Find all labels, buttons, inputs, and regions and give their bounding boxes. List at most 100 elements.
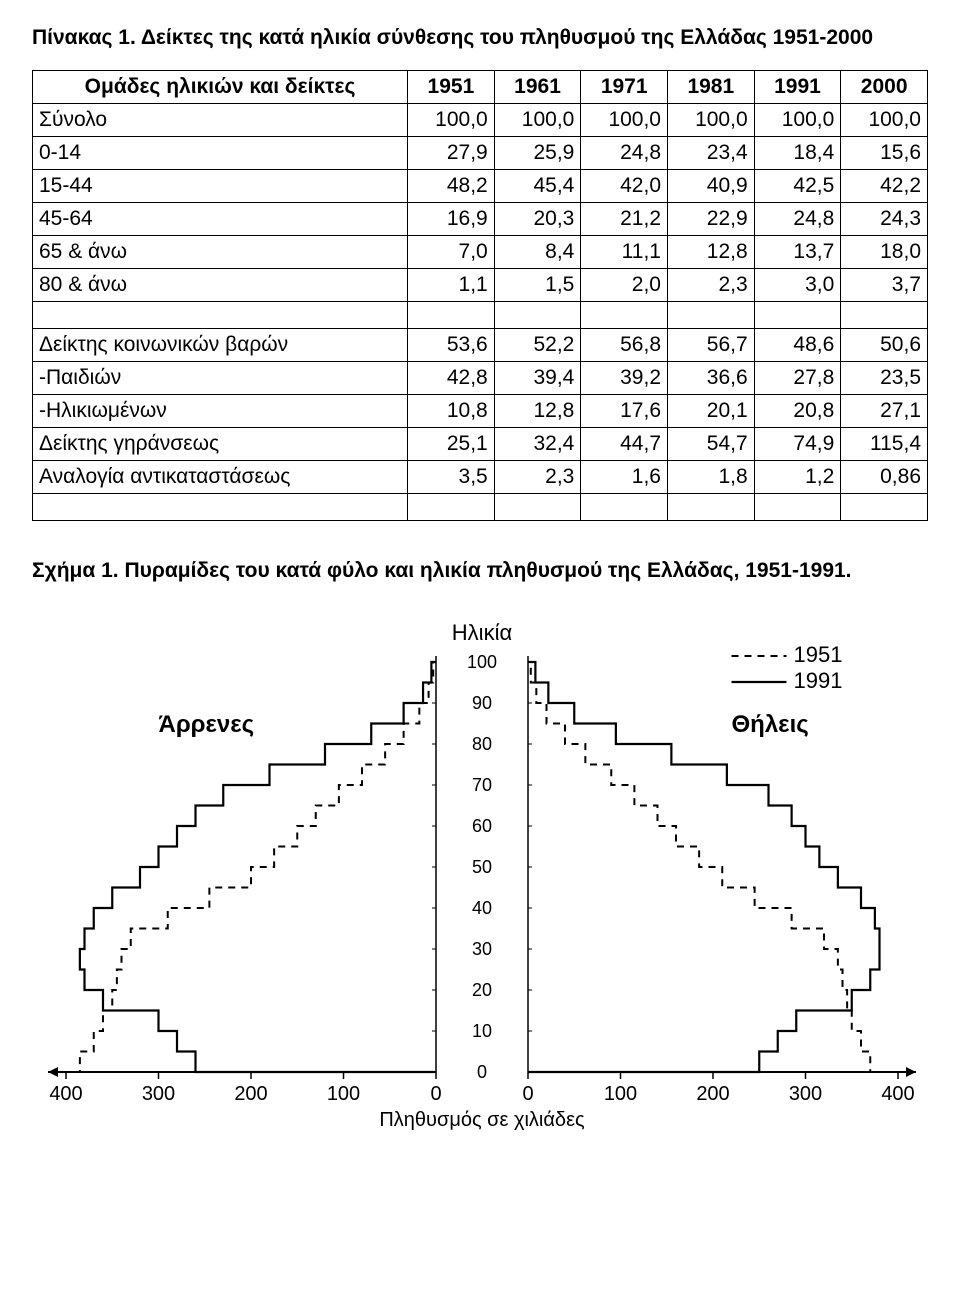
cell-value: 23,5 [841,362,928,395]
cell-value: 17,6 [581,395,668,428]
cell-value: 1,8 [668,461,755,494]
table-row: 15-4448,245,442,040,942,542,2 [33,170,928,203]
table-row: 80 & άνω1,11,52,02,33,03,7 [33,269,928,302]
cell-value: 18,0 [841,236,928,269]
col-year: 1951 [408,71,495,104]
svg-text:70: 70 [472,775,492,795]
header-label: Ομάδες ηλικιών και δείκτες [33,71,408,104]
svg-text:Πληθυσμός σε χιλιάδες: Πληθυσμός σε χιλιάδες [379,1109,585,1131]
svg-text:400: 400 [881,1083,914,1105]
cell-value: 42,2 [841,170,928,203]
cell-value: 42,5 [754,170,841,203]
cell-value: 0,86 [841,461,928,494]
cell-value: 2,3 [668,269,755,302]
cell-value: 53,6 [408,329,495,362]
svg-text:200: 200 [696,1083,729,1105]
cell-value: 3,0 [754,269,841,302]
chart-caption: Σχήμα 1. Πυραμίδες του κατά φύλο και ηλι… [32,557,928,585]
svg-text:100: 100 [604,1083,637,1105]
row-label: 80 & άνω [33,269,408,302]
data-table: Ομάδες ηλικιών και δείκτες 1951 1961 197… [32,70,928,521]
col-year: 1961 [494,71,581,104]
cell-value: 8,4 [494,236,581,269]
cell-value: 2,0 [581,269,668,302]
table-row: -Παιδιών42,839,439,236,627,823,5 [33,362,928,395]
cell-value: 100,0 [494,104,581,137]
cell-value: 25,9 [494,137,581,170]
row-label: Δείκτης κοινωνικών βαρών [33,329,408,362]
col-year: 1981 [668,71,755,104]
table-row: 45-6416,920,321,222,924,824,3 [33,203,928,236]
cell-value: 100,0 [668,104,755,137]
col-year: 1991 [754,71,841,104]
svg-text:80: 80 [472,734,492,754]
svg-text:1991: 1991 [794,668,843,693]
svg-text:10: 10 [472,1021,492,1041]
cell-value: 44,7 [581,428,668,461]
svg-text:20: 20 [472,980,492,1000]
col-year: 1971 [581,71,668,104]
cell-value: 27,9 [408,137,495,170]
cell-value: 20,3 [494,203,581,236]
row-label: -Ηλικιωμένων [33,395,408,428]
cell-value: 3,5 [408,461,495,494]
svg-text:30: 30 [472,939,492,959]
svg-text:300: 300 [142,1083,175,1105]
svg-text:400: 400 [49,1083,82,1105]
cell-value: 32,4 [494,428,581,461]
table-row: Δείκτης γηράνσεως25,132,444,754,774,9115… [33,428,928,461]
cell-value: 2,3 [494,461,581,494]
table-row: 0-1427,925,924,823,418,415,6 [33,137,928,170]
cell-value: 12,8 [494,395,581,428]
cell-value: 21,2 [581,203,668,236]
table-row: Σύνολο100,0100,0100,0100,0100,0100,0 [33,104,928,137]
cell-value: 100,0 [841,104,928,137]
svg-text:0: 0 [430,1083,441,1105]
row-label: -Παιδιών [33,362,408,395]
cell-value: 1,6 [581,461,668,494]
svg-text:200: 200 [234,1083,267,1105]
cell-value: 24,8 [581,137,668,170]
col-year: 2000 [841,71,928,104]
cell-value: 42,0 [581,170,668,203]
table-title: Πίνακας 1. Δείκτες της κατά ηλικία σύνθε… [32,24,928,52]
cell-value: 16,9 [408,203,495,236]
svg-text:Άρρενες: Άρρενες [159,711,255,738]
row-label: 65 & άνω [33,236,408,269]
svg-text:0: 0 [477,1062,487,1082]
svg-text:1951: 1951 [794,642,843,667]
svg-text:90: 90 [472,693,492,713]
svg-text:50: 50 [472,857,492,877]
row-label: 45-64 [33,203,408,236]
row-label: Δείκτης γηράνσεως [33,428,408,461]
cell-value: 1,1 [408,269,495,302]
cell-value: 39,2 [581,362,668,395]
cell-value: 48,6 [754,329,841,362]
cell-value: 1,5 [494,269,581,302]
cell-value: 24,8 [754,203,841,236]
cell-value: 3,7 [841,269,928,302]
cell-value: 42,8 [408,362,495,395]
svg-text:100: 100 [327,1083,360,1105]
cell-value: 11,1 [581,236,668,269]
svg-text:100: 100 [467,652,497,672]
cell-value: 40,9 [668,170,755,203]
svg-text:300: 300 [789,1083,822,1105]
cell-value: 15,6 [841,137,928,170]
svg-text:Θήλεις: Θήλεις [732,711,809,738]
table-header-row: Ομάδες ηλικιών και δείκτες 1951 1961 197… [33,71,928,104]
cell-value: 100,0 [408,104,495,137]
cell-value: 7,0 [408,236,495,269]
cell-value: 27,1 [841,395,928,428]
cell-value: 56,8 [581,329,668,362]
cell-value: 74,9 [754,428,841,461]
row-label: Σύνολο [33,104,408,137]
cell-value: 52,2 [494,329,581,362]
cell-value: 36,6 [668,362,755,395]
cell-value: 23,4 [668,137,755,170]
svg-text:0: 0 [522,1083,533,1105]
population-pyramid-chart: 4003002001000010020030040001020304050607… [32,612,932,1138]
svg-text:60: 60 [472,816,492,836]
cell-value: 25,1 [408,428,495,461]
cell-value: 13,7 [754,236,841,269]
